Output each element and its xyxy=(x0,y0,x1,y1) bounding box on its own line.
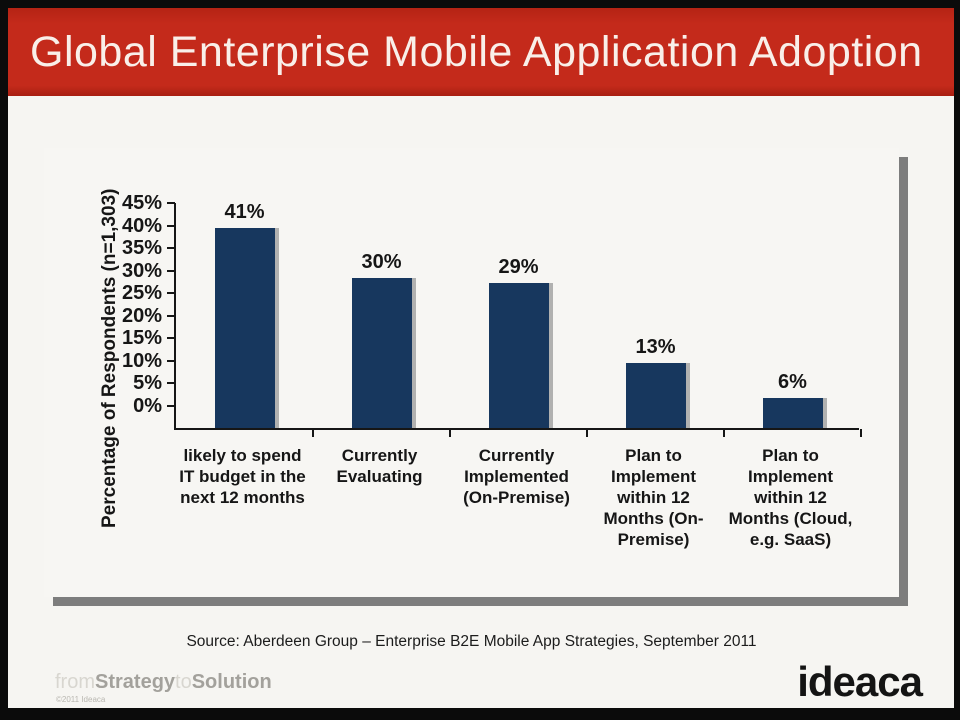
y-tick-label: 20% xyxy=(121,304,162,327)
bar xyxy=(625,363,686,428)
bar-value-label: 29% xyxy=(498,256,539,278)
bar xyxy=(762,398,823,428)
bar-group: 6% xyxy=(724,201,861,428)
y-tick-mark xyxy=(167,314,175,317)
y-tick-label: 15% xyxy=(121,327,162,349)
y-tick-mark xyxy=(167,202,175,204)
bar xyxy=(214,228,275,428)
x-tick-mark xyxy=(312,429,314,437)
y-tick-label: 30% xyxy=(121,259,162,282)
y-tick-label: 10% xyxy=(121,349,162,372)
plot-area: 41% 30% 29% 13% 6% xyxy=(167,201,862,437)
footer-copyright: ©2011 Ideaca xyxy=(56,695,106,704)
tagline-segment: from xyxy=(55,671,95,693)
ideaca-logo: ideaca xyxy=(797,658,923,705)
slide: Global Enterprise Mobile Application Ado… xyxy=(8,8,954,708)
y-tick-label: 45% xyxy=(121,192,162,214)
category-label: Currently Implemented (On-Premise) xyxy=(463,446,570,507)
category-label: Plan to Implement within 12 Months (Clou… xyxy=(728,446,853,549)
y-tick-mark xyxy=(167,269,175,272)
title-banner: Global Enterprise Mobile Application Ado… xyxy=(8,8,954,96)
bar-group: 41% xyxy=(176,201,313,428)
x-axis-category-labels: likely to spend IT budget in the next 12… xyxy=(174,445,859,550)
y-tick-label: 35% xyxy=(121,237,162,259)
y-tick-label: 0% xyxy=(133,394,162,417)
x-tick-mark xyxy=(860,429,862,437)
bar-value-label: 41% xyxy=(224,201,265,223)
category-label: likely to spend IT budget in the next 12… xyxy=(179,446,306,507)
y-tick-mark xyxy=(167,359,175,362)
slide-title: Global Enterprise Mobile Application Ado… xyxy=(30,27,923,76)
y-axis-tick-labels: 45% 40% 35% 30% 25% 20% 15% 10% 5% 0% xyxy=(44,192,162,430)
bar-value-label: 6% xyxy=(778,371,807,393)
bar-group: 29% xyxy=(450,201,587,428)
bar-group: 30% xyxy=(313,201,450,428)
tagline-segment: Solution xyxy=(191,671,272,693)
y-tick-label: 25% xyxy=(121,282,162,304)
tagline-segment: Strategy xyxy=(95,671,176,693)
bar xyxy=(488,283,549,428)
y-tick-mark xyxy=(167,247,175,249)
category-label: Plan to Implement within 12 Months (On- … xyxy=(603,446,704,549)
bar-series: 41% 30% 29% 13% 6% xyxy=(176,201,861,428)
x-tick-mark xyxy=(586,429,588,437)
y-tick-mark xyxy=(167,337,175,339)
y-tick-mark xyxy=(167,292,175,294)
chart-panel: Percentage of Respondents (n=1,303) 45% 4… xyxy=(44,148,899,597)
y-tick-mark xyxy=(167,224,175,227)
tagline-segment: to xyxy=(175,671,192,693)
y-tick-label: 40% xyxy=(121,214,162,237)
y-tick-mark xyxy=(167,382,175,384)
source-attribution: Source: Aberdeen Group – Enterprise B2E … xyxy=(186,633,757,650)
y-tick-mark xyxy=(167,404,175,407)
bar-value-label: 30% xyxy=(361,251,402,273)
bar xyxy=(351,278,412,428)
bar-group: 13% xyxy=(587,201,724,428)
x-tick-mark xyxy=(723,429,725,437)
y-tick-label: 5% xyxy=(133,372,162,394)
footer-tagline: fromStrategytoSolution xyxy=(55,671,272,694)
category-label: Currently Evaluating xyxy=(336,446,423,486)
x-tick-mark xyxy=(449,429,451,437)
bar-value-label: 13% xyxy=(635,336,676,358)
